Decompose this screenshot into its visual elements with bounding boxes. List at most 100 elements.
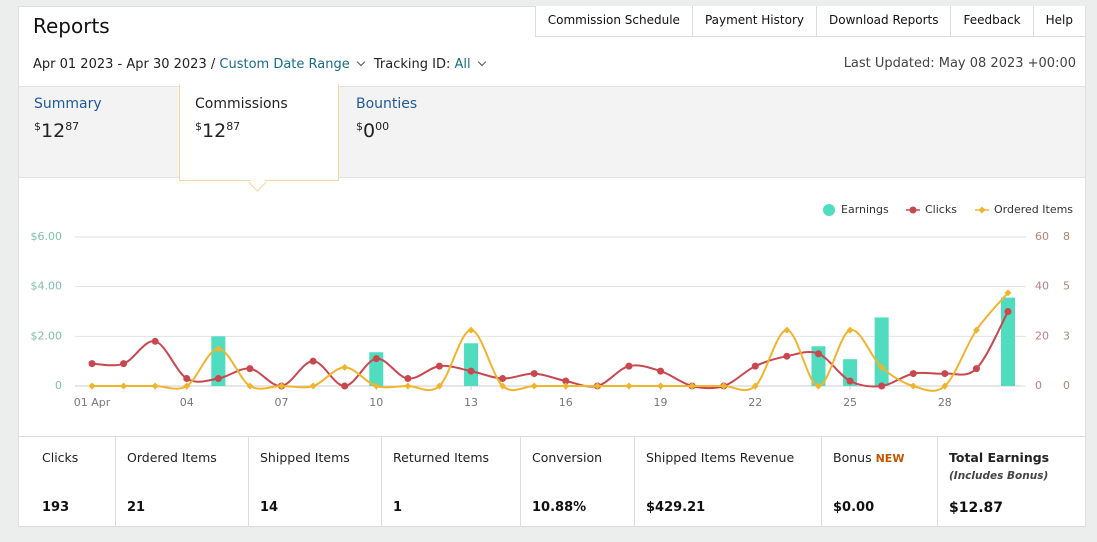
point bbox=[341, 382, 349, 390]
page-title: Reports bbox=[33, 14, 110, 38]
point bbox=[214, 375, 222, 383]
y2-tick-label: 0 bbox=[1035, 379, 1042, 392]
point bbox=[120, 360, 128, 368]
tab-amount: $1287 bbox=[34, 120, 102, 142]
point bbox=[214, 345, 222, 353]
top-nav: Commission Schedule Payment History Down… bbox=[534, 6, 1086, 37]
nav-link[interactable]: Commission Schedule bbox=[534, 6, 693, 37]
stat: Total Earnings (Includes Bonus) $12.87 bbox=[937, 437, 1085, 527]
tab[interactable]: Commissions $1287 bbox=[195, 96, 288, 142]
point bbox=[657, 382, 665, 390]
stat: Clicks 193 bbox=[19, 437, 115, 527]
stat-label: Returned Items bbox=[393, 450, 490, 465]
tab[interactable]: Bounties $000 bbox=[356, 96, 417, 142]
point bbox=[783, 352, 791, 360]
legend-swatch bbox=[909, 206, 917, 214]
point bbox=[88, 360, 96, 368]
point bbox=[846, 326, 854, 334]
stat: Shipped Items 14 bbox=[248, 437, 381, 527]
tracking-label: Tracking ID: bbox=[373, 57, 451, 72]
y3-tick-label: 0 bbox=[1063, 379, 1070, 392]
point bbox=[151, 337, 159, 345]
point bbox=[625, 362, 633, 370]
amount-fraction: 00 bbox=[375, 120, 390, 133]
point bbox=[562, 377, 570, 385]
currency: $ bbox=[356, 120, 363, 133]
point bbox=[814, 382, 822, 390]
point bbox=[1004, 308, 1012, 315]
point bbox=[341, 363, 349, 371]
stat-label: Clicks bbox=[42, 450, 79, 465]
point bbox=[814, 350, 822, 358]
date-range: Apr 01 2023 - Apr 30 2023 bbox=[33, 57, 207, 72]
stat: Returned Items 1 bbox=[381, 437, 520, 527]
y-tick-label: 0 bbox=[55, 379, 62, 392]
stats-row: Clicks 193 Ordered Items 21 Shipped Items 1… bbox=[19, 436, 1085, 527]
legend-label: Earnings bbox=[841, 203, 889, 216]
tab-label: Summary bbox=[34, 96, 102, 112]
point bbox=[562, 382, 570, 390]
point bbox=[972, 326, 980, 334]
point bbox=[309, 382, 317, 390]
new-badge: NEW bbox=[875, 452, 905, 465]
bar bbox=[464, 343, 479, 386]
point bbox=[309, 357, 317, 365]
x-tick-label: 25 bbox=[843, 396, 857, 409]
tab[interactable]: Summary $1287 bbox=[34, 96, 102, 142]
point bbox=[909, 370, 917, 378]
stat-value: $0.00 bbox=[833, 500, 875, 515]
tab-amount: $1287 bbox=[195, 120, 288, 142]
legend-label: Clicks bbox=[925, 203, 957, 216]
currency: $ bbox=[34, 120, 41, 133]
amount-whole: 12 bbox=[202, 120, 227, 142]
point bbox=[530, 382, 538, 390]
amount-fraction: 87 bbox=[65, 120, 80, 133]
range-type-dropdown[interactable]: Custom Date Range bbox=[219, 57, 350, 72]
point bbox=[435, 362, 443, 370]
point bbox=[246, 382, 254, 390]
x-tick-label: 10 bbox=[369, 396, 383, 409]
nav-link[interactable]: Payment History bbox=[691, 6, 817, 37]
x-tick-label: 07 bbox=[275, 396, 289, 409]
stat-label: Bonus NEW bbox=[833, 450, 927, 465]
point bbox=[404, 382, 412, 390]
point bbox=[246, 365, 254, 373]
stat-label: Total Earnings (Includes Bonus) bbox=[949, 450, 1075, 482]
x-tick-label: 01 Apr bbox=[74, 396, 111, 409]
point bbox=[372, 355, 380, 363]
point bbox=[467, 326, 475, 334]
tab-label: Commissions bbox=[195, 96, 288, 112]
amount-whole: 12 bbox=[41, 120, 66, 142]
point bbox=[183, 382, 191, 390]
point bbox=[941, 370, 949, 378]
stat-label: Ordered Items bbox=[127, 450, 217, 465]
nav-link[interactable]: Help bbox=[1032, 6, 1086, 37]
y2-tick-label: 40 bbox=[1035, 280, 1049, 293]
point bbox=[467, 367, 475, 375]
stat: Conversion 10.88% bbox=[520, 437, 634, 527]
point bbox=[120, 382, 128, 390]
point bbox=[372, 382, 380, 390]
point bbox=[941, 382, 949, 390]
point bbox=[499, 375, 507, 383]
nav-link[interactable]: Download Reports bbox=[815, 6, 952, 37]
stat-note: (Includes Bonus) bbox=[949, 470, 1049, 482]
point bbox=[151, 382, 159, 390]
nav-link[interactable]: Feedback bbox=[950, 6, 1034, 37]
tracking-dropdown[interactable]: All bbox=[454, 57, 471, 72]
line bbox=[91, 311, 1009, 390]
stat-value: 14 bbox=[260, 500, 279, 515]
stat-label: Conversion bbox=[532, 450, 603, 465]
point bbox=[751, 362, 759, 370]
y2-tick-label: 60 bbox=[1035, 230, 1049, 243]
tab-amount: $000 bbox=[356, 120, 417, 142]
point bbox=[625, 382, 633, 390]
point bbox=[657, 367, 665, 375]
y3-tick-label: 5 bbox=[1063, 280, 1070, 293]
separator: / bbox=[210, 57, 216, 72]
point bbox=[751, 382, 759, 390]
x-tick-label: 19 bbox=[654, 396, 668, 409]
point bbox=[530, 370, 538, 378]
stat-value: 10.88% bbox=[532, 500, 587, 515]
